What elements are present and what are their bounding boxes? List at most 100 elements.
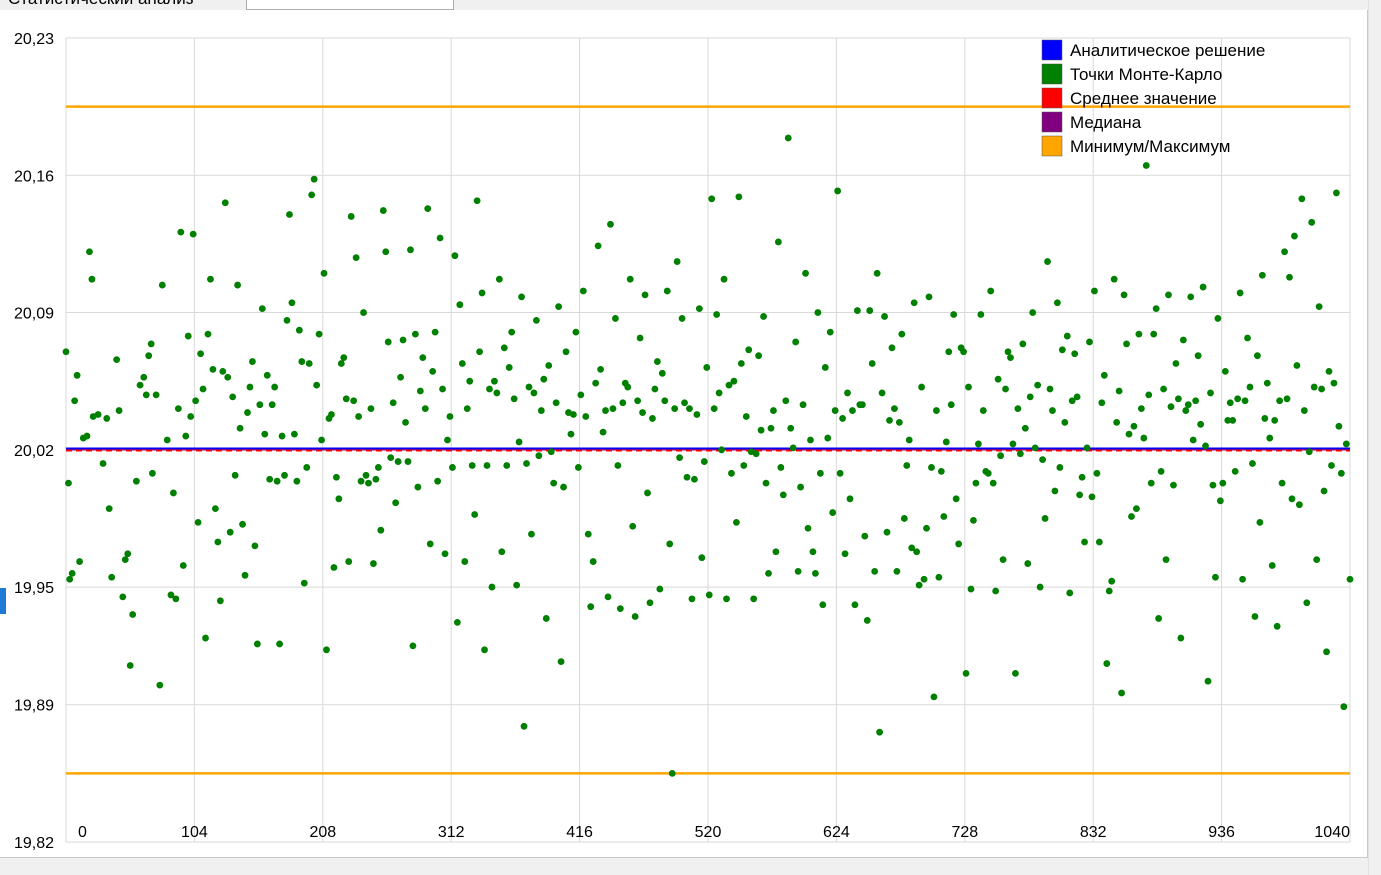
data-point xyxy=(740,462,748,469)
data-point xyxy=(646,599,654,607)
data-point xyxy=(1278,479,1286,487)
data-point xyxy=(789,444,797,452)
data-point xyxy=(1224,416,1232,424)
data-point xyxy=(1179,336,1187,344)
data-point xyxy=(624,383,632,391)
data-point xyxy=(673,258,681,265)
data-point xyxy=(119,593,127,601)
data-point xyxy=(1046,385,1054,393)
data-point xyxy=(1256,518,1264,526)
data-point xyxy=(1091,287,1098,295)
data-point xyxy=(335,495,343,503)
data-point xyxy=(1209,481,1217,489)
data-point xyxy=(942,438,950,446)
data-point xyxy=(387,454,395,462)
data-point xyxy=(347,213,355,220)
data-point xyxy=(829,509,837,516)
data-point xyxy=(925,293,933,301)
data-point xyxy=(1004,348,1012,356)
data-point xyxy=(755,352,763,360)
data-point xyxy=(1007,354,1014,362)
data-point xyxy=(1162,556,1170,564)
data-point xyxy=(663,287,671,295)
data-point xyxy=(587,603,595,611)
data-point xyxy=(1288,495,1296,503)
data-point xyxy=(557,658,565,665)
data-point xyxy=(124,550,132,558)
data-point xyxy=(1303,599,1311,607)
data-point xyxy=(1221,367,1229,375)
data-point xyxy=(236,424,244,432)
data-point xyxy=(241,571,249,579)
data-point xyxy=(1295,501,1303,509)
data-point xyxy=(853,307,861,314)
data-point xyxy=(397,373,404,381)
data-point xyxy=(602,407,609,414)
data-point xyxy=(641,291,649,299)
data-point xyxy=(782,397,790,405)
data-point xyxy=(952,495,960,503)
data-point xyxy=(945,348,953,356)
data-point xyxy=(994,375,1002,383)
data-point xyxy=(1157,467,1165,475)
data-point xyxy=(234,281,242,289)
data-point xyxy=(510,395,518,403)
data-point xyxy=(1053,299,1061,307)
x-tick-labels: 0 104 208 312 416 520 624 728 832 936 1040 xyxy=(78,824,1350,841)
data-point xyxy=(528,530,535,538)
data-point xyxy=(295,326,303,334)
legend-label: Среднее значение xyxy=(1070,89,1217,108)
data-point xyxy=(515,438,523,446)
data-point xyxy=(86,248,93,256)
data-point xyxy=(481,646,488,654)
data-point xyxy=(244,409,251,416)
data-point xyxy=(965,383,972,391)
data-point xyxy=(493,389,501,397)
data-point xyxy=(65,479,72,487)
analysis-tab-label[interactable]: Статистический анализ xyxy=(8,0,194,9)
mode-selector-field[interactable] xyxy=(246,0,454,10)
data-point xyxy=(199,385,207,393)
data-point xyxy=(535,452,543,460)
data-point xyxy=(73,371,81,379)
data-point xyxy=(550,479,558,487)
legend-swatch xyxy=(1041,39,1063,61)
data-point xyxy=(1249,460,1256,467)
data-point xyxy=(478,289,486,297)
data-point xyxy=(1199,283,1207,291)
top-toolbar: Статистический анализ xyxy=(0,0,1381,10)
data-point xyxy=(1152,305,1160,313)
data-point xyxy=(997,452,1005,460)
data-point xyxy=(345,558,353,565)
data-point xyxy=(407,246,414,254)
left-side-tab[interactable] xyxy=(0,588,6,614)
data-point xyxy=(446,413,454,420)
data-point xyxy=(1254,352,1261,360)
data-point xyxy=(1002,385,1009,393)
data-point xyxy=(500,344,508,352)
data-point xyxy=(1187,293,1195,301)
data-point xyxy=(881,313,888,320)
data-point xyxy=(807,436,814,444)
data-point xyxy=(651,385,659,393)
data-point xyxy=(1271,416,1279,424)
data-point xyxy=(802,269,809,277)
data-point xyxy=(332,473,340,481)
data-point xyxy=(658,369,666,377)
data-point xyxy=(1305,448,1313,456)
data-point xyxy=(1212,573,1219,581)
data-point xyxy=(762,479,770,487)
data-point xyxy=(441,550,449,558)
data-point xyxy=(960,348,967,356)
data-point xyxy=(888,344,896,352)
grid-layer xyxy=(65,37,1351,843)
data-point xyxy=(113,356,121,363)
data-point xyxy=(878,389,886,397)
data-point xyxy=(636,334,644,342)
data-point xyxy=(1234,395,1242,403)
data-point xyxy=(1165,291,1172,299)
data-point xyxy=(819,601,827,609)
data-point xyxy=(394,458,402,465)
data-point xyxy=(503,462,511,469)
data-point xyxy=(579,287,587,295)
